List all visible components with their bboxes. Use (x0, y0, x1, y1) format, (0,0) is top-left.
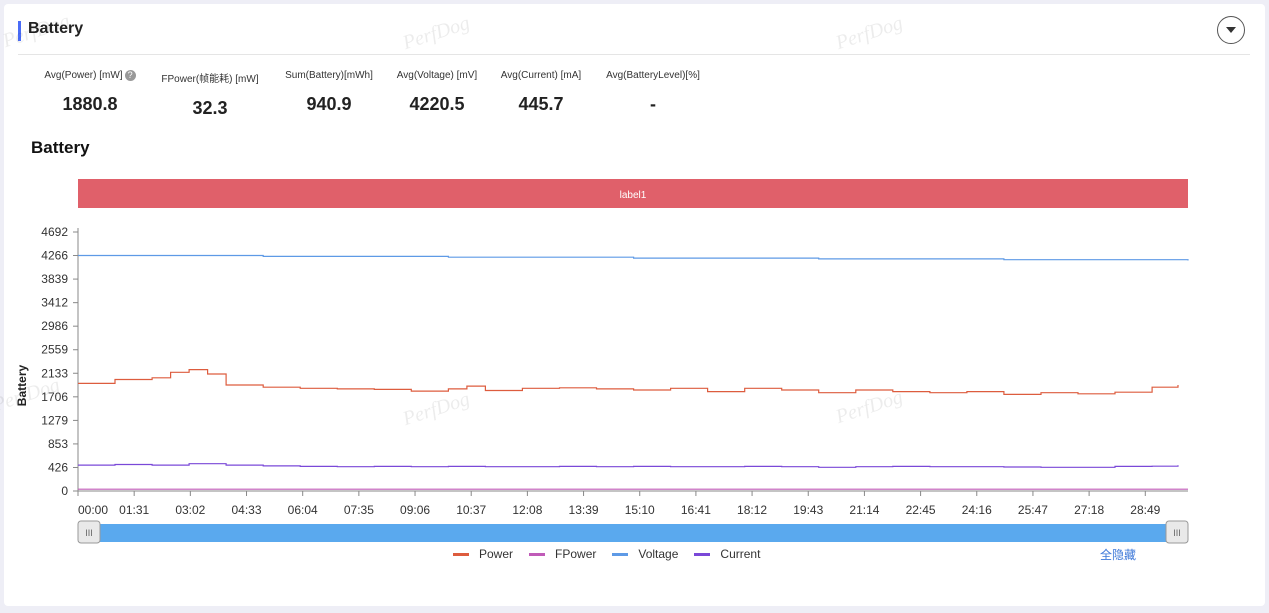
series-line-power (78, 369, 1179, 395)
y-tick-label: 2986 (41, 319, 68, 333)
legend-swatch (529, 552, 546, 556)
x-tick-label: 06:04 (288, 503, 318, 517)
x-tick-label: 12:08 (512, 503, 542, 517)
legend-item-current[interactable]: Current (694, 547, 760, 561)
label-band (78, 179, 1188, 208)
x-tick-label: 16:41 (681, 503, 711, 517)
metric-label: Avg(Current) [mA] (500, 70, 582, 81)
x-tick-label: 27:18 (1074, 503, 1104, 517)
metric-label: Avg(Power) [mW] (44, 70, 123, 81)
x-tick-label: 15:10 (625, 503, 655, 517)
metric-fpower: FPower(帧能耗) [mW] 32.3 (152, 70, 268, 119)
y-tick-label: 2559 (41, 343, 68, 357)
legend-swatch (453, 552, 469, 556)
metric-avg-voltage: Avg(Voltage) [mV] 4220.5 (388, 70, 486, 115)
metric-avg-power: Avg(Power) [mW] ? 1880.8 (34, 70, 146, 115)
legend-item-fpower[interactable]: FPower (529, 547, 596, 561)
x-tick-label: 25:47 (1018, 503, 1048, 517)
metric-sum-battery: Sum(Battery)[mWh] 940.9 (274, 70, 384, 115)
y-tick-label: 2133 (41, 366, 68, 380)
metric-value: - (650, 94, 656, 114)
legend-label: FPower (555, 547, 597, 561)
x-tick-label: 09:06 (400, 503, 430, 517)
series-line-voltage (78, 254, 1189, 261)
x-tick-label: 21:14 (849, 503, 879, 517)
header-title: Battery (28, 20, 84, 37)
metric-label: Avg(Voltage) [mV] (396, 70, 478, 81)
metric-label: Avg(BatteryLevel)[%] (606, 70, 700, 81)
metric-value: 940.9 (306, 94, 352, 114)
y-tick-label: 1706 (41, 390, 68, 404)
legend-label: Current (720, 547, 761, 561)
x-tick-label: 22:45 (906, 503, 936, 517)
chart-title: Battery (31, 138, 90, 157)
y-tick-label: 3412 (41, 296, 68, 310)
zoom-slider-track (78, 524, 1188, 542)
x-tick-label: 18:12 (737, 503, 767, 517)
y-tick-label: 0 (61, 484, 68, 498)
hide-all-link[interactable]: 全隐藏 (1100, 548, 1137, 562)
x-tick-label: 00:00 (78, 503, 108, 517)
battery-card: Battery (4, 4, 1265, 606)
x-tick-label: 01:31 (119, 503, 149, 517)
metric-value: 4220.5 (409, 94, 465, 114)
x-tick-label: 04:33 (232, 503, 262, 517)
legend-label: Power (479, 547, 514, 561)
header-accent-bar (18, 21, 21, 41)
legend-label: Voltage (638, 547, 679, 561)
label-band-text: label1 (620, 190, 647, 201)
metric-avg-battery-level: Avg(BatteryLevel)[%] - (596, 70, 710, 115)
metric-value: 32.3 (192, 98, 228, 118)
y-axis-label: Battery (15, 365, 29, 407)
legend-swatch (612, 552, 629, 556)
x-tick-label: 19:43 (793, 503, 823, 517)
legend-swatch (694, 552, 711, 556)
x-tick-label: 13:39 (569, 503, 599, 517)
collapse-toggle-icon[interactable] (1217, 16, 1245, 44)
metric-label: Sum(Battery)[mWh] (285, 70, 373, 81)
y-tick-label: 426 (48, 460, 68, 474)
zoom-slider-handle-right[interactable] (1165, 520, 1189, 544)
metric-label: FPower(帧能耗) [mW] (161, 74, 259, 85)
x-tick-label: 03:02 (175, 503, 205, 517)
legend-item-power[interactable]: Power (453, 547, 513, 561)
metric-value: 445.7 (518, 94, 564, 114)
legend-item-voltage[interactable]: Voltage (612, 547, 678, 561)
y-tick-label: 3839 (41, 272, 68, 286)
x-tick-label: 10:37 (456, 503, 486, 517)
slider-grip-icon: III (85, 528, 93, 538)
x-tick-label: 28:49 (1130, 503, 1160, 517)
metric-avg-current: Avg(Current) [mA] 445.7 (492, 70, 590, 115)
y-tick-label: 4692 (41, 225, 68, 239)
card-header: Battery (4, 4, 1265, 56)
y-tick-label: 853 (48, 437, 68, 451)
slider-grip-icon: III (1173, 528, 1181, 538)
y-tick-label: 1279 (41, 413, 68, 427)
x-tick-label: 24:16 (962, 503, 992, 517)
y-tick-label: 4266 (41, 249, 68, 263)
metric-value: 1880.8 (62, 94, 118, 114)
series-line-current (78, 463, 1179, 468)
chart-legend: Power FPower Voltage Current (453, 547, 776, 561)
x-tick-label: 07:35 (344, 503, 374, 517)
zoom-slider-handle-left[interactable] (77, 520, 101, 544)
help-icon[interactable]: ? (124, 70, 136, 81)
header-divider (18, 54, 1250, 55)
